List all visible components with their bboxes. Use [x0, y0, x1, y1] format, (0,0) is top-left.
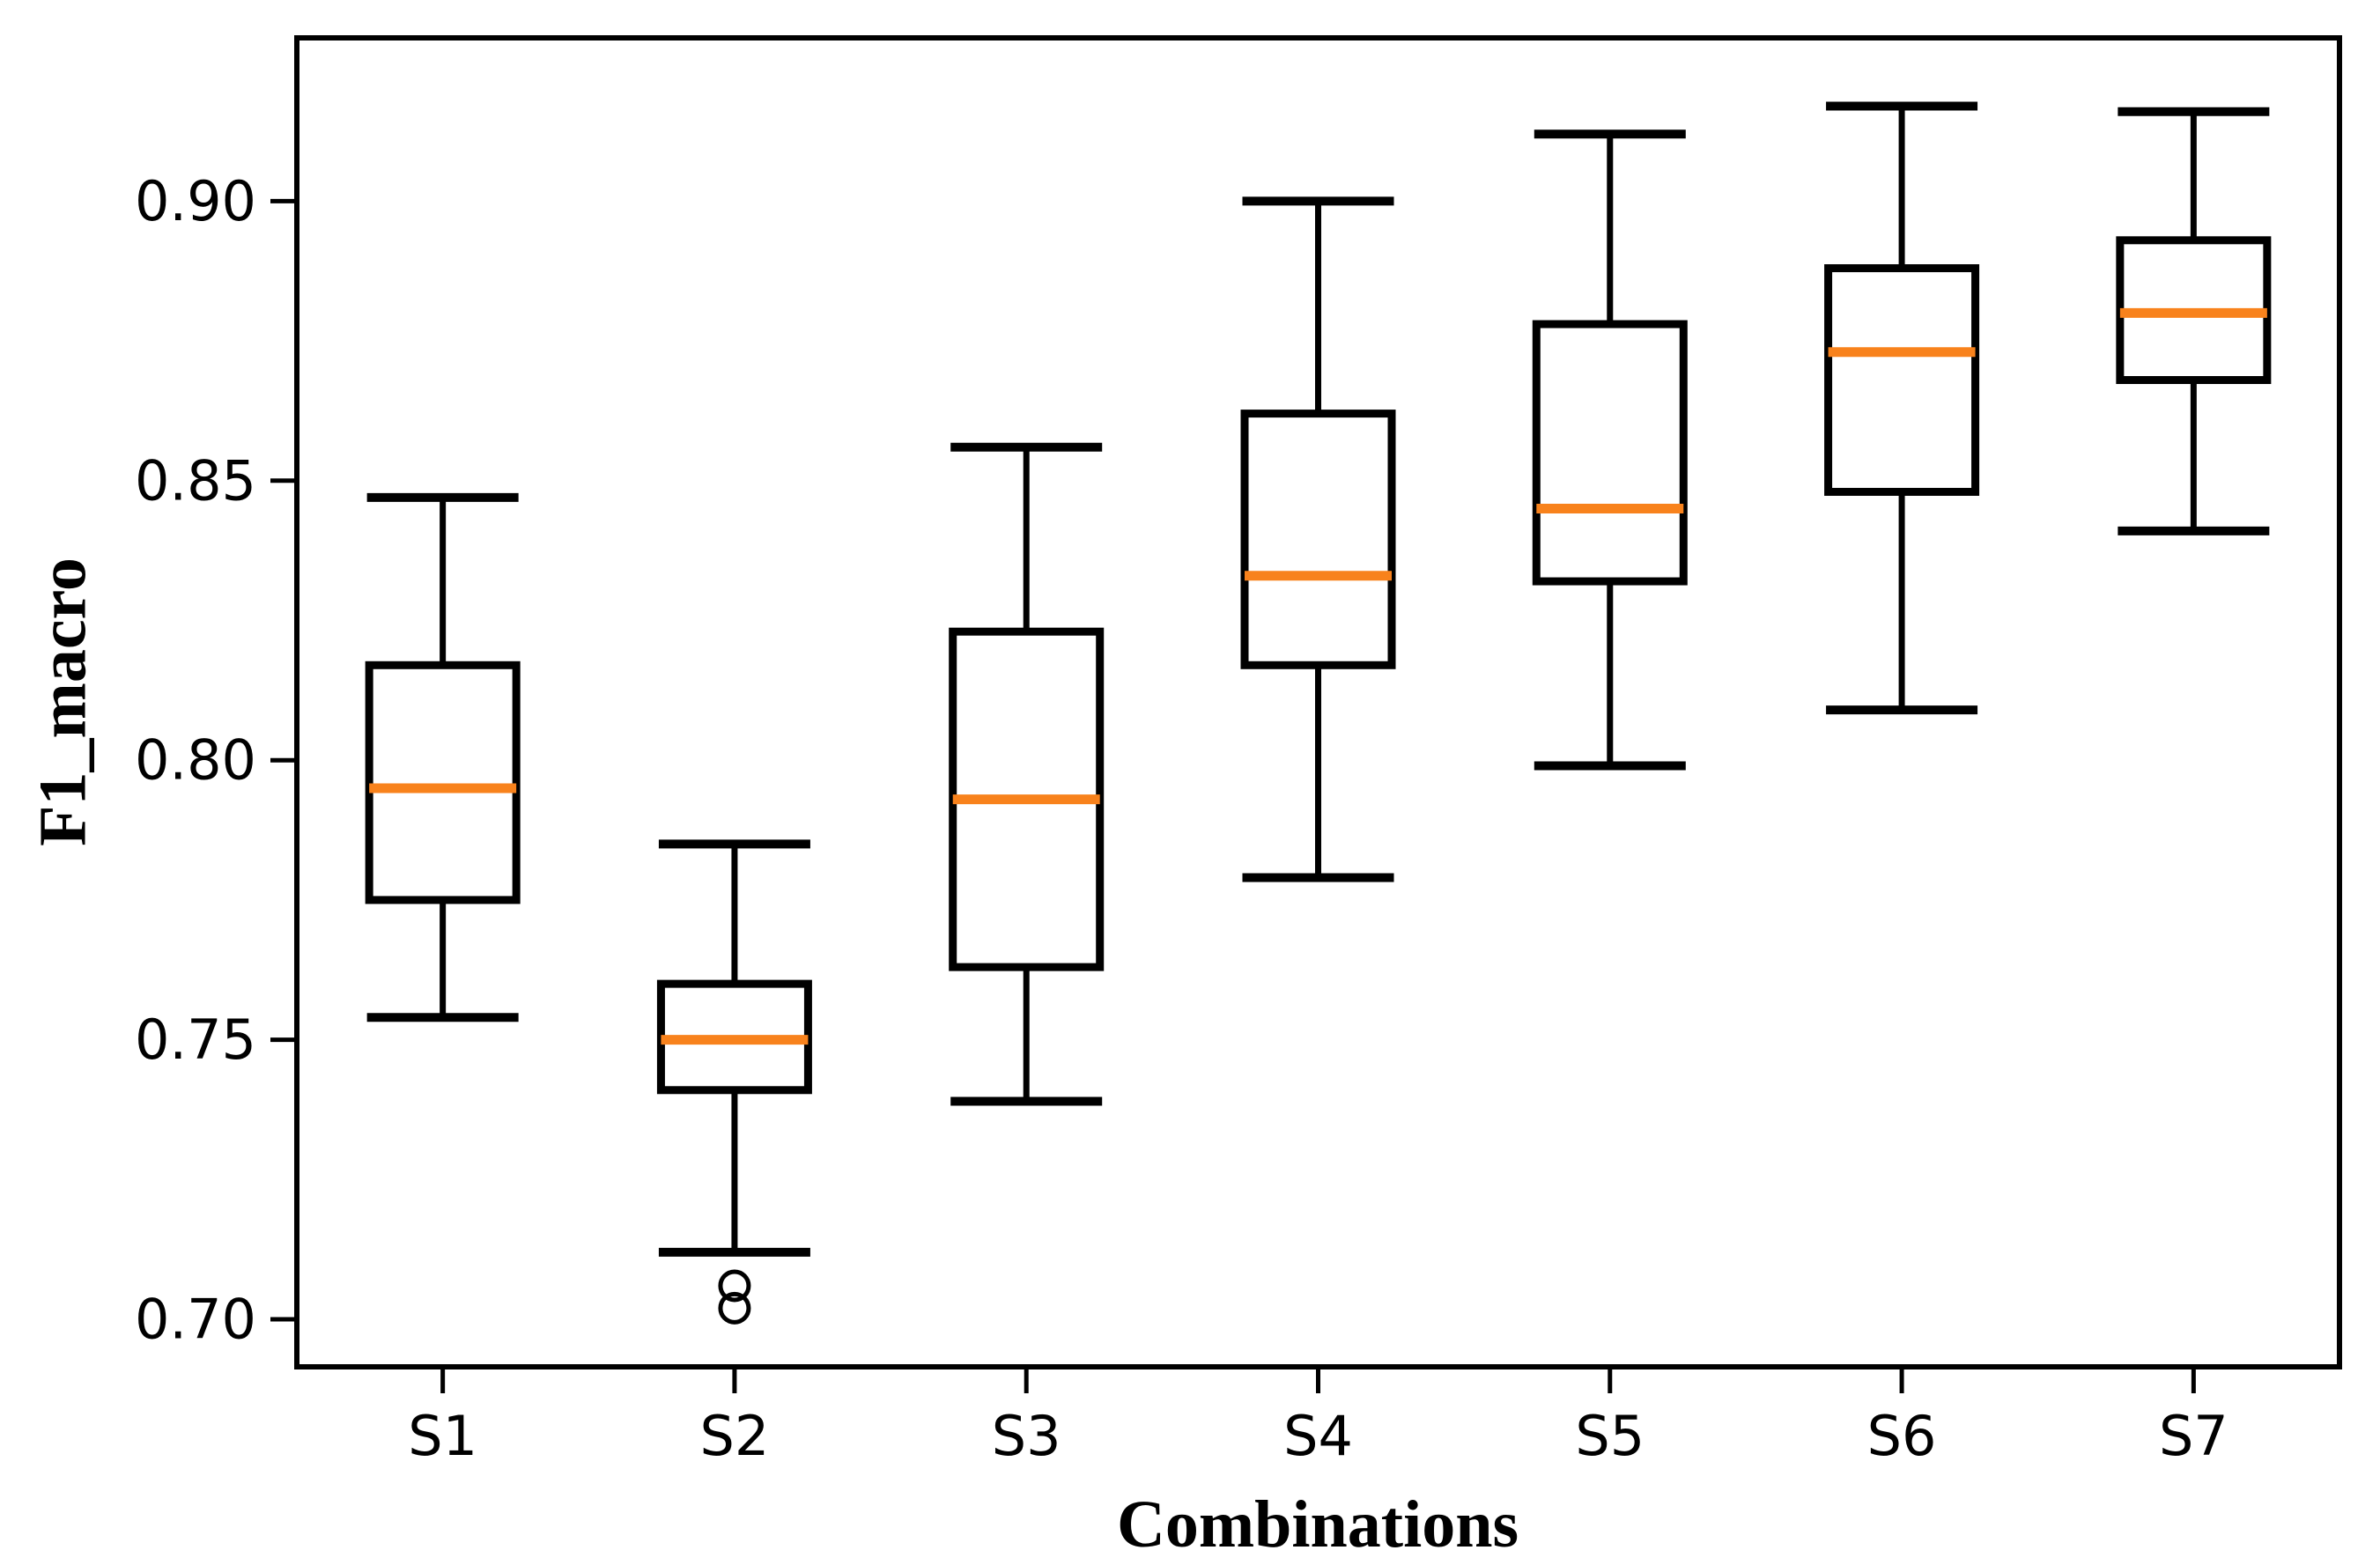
box-S4 [1240, 410, 1396, 669]
y-tick-label: 0.75 [135, 1008, 256, 1072]
outlier-S2 [718, 1291, 751, 1325]
y-tick-label: 0.80 [135, 728, 256, 793]
box-S5 [1532, 320, 1688, 586]
x-tick-label-S3: S3 [992, 1404, 1061, 1468]
outlier-S2 [718, 1269, 751, 1303]
x-tick-label-S2: S2 [700, 1404, 770, 1468]
y-tick-label: 0.90 [135, 169, 256, 233]
y-tick-label: 0.70 [135, 1288, 256, 1352]
y-axis-title: F1_macro [26, 557, 100, 846]
x-axis-title: Combinations [1116, 1487, 1519, 1561]
x-tick-label-S1: S1 [408, 1404, 477, 1468]
box-S6 [1824, 264, 1980, 496]
x-tick-label-S7: S7 [2159, 1404, 2228, 1468]
x-tick-label-S4: S4 [1283, 1404, 1353, 1468]
y-tick-label: 0.85 [135, 448, 256, 513]
x-tick-label-S5: S5 [1575, 1404, 1645, 1468]
box-S1 [365, 661, 521, 904]
x-tick-label-S6: S6 [1867, 1404, 1937, 1468]
